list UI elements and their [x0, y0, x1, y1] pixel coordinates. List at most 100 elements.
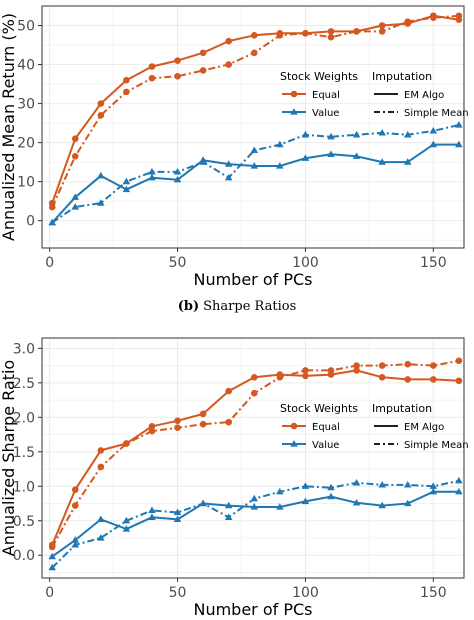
y-tick-label: 1.5	[13, 445, 35, 461]
data-point	[148, 173, 156, 181]
data-point	[327, 28, 335, 35]
legend-entry-label: Simple Mean	[404, 440, 469, 451]
data-point	[199, 67, 207, 74]
data-point	[327, 33, 335, 41]
series-equal-simple-mean	[48, 357, 463, 551]
legend-title-imputation: Imputation	[372, 402, 432, 415]
data-point	[148, 63, 156, 70]
series-line	[51, 359, 460, 548]
data-point	[199, 49, 207, 57]
y-tick-label: 10	[17, 175, 35, 191]
sharpe-chart: 0.0 0.5 1.0 1.5 2.0 2.5 3.0 0 50 100 150 Number of …	[0, 337, 469, 619]
data-point	[97, 534, 105, 541]
legend-entry-label: EM Algo	[404, 422, 444, 433]
data-point	[430, 362, 437, 369]
y-tick-label: 0	[26, 214, 35, 230]
series-value-em-algo	[48, 140, 463, 226]
data-point	[71, 193, 80, 200]
gridlines	[42, 5, 464, 248]
data-point	[199, 499, 207, 507]
data-point	[148, 74, 156, 82]
data-point	[250, 31, 258, 39]
data-point	[276, 374, 284, 381]
data-point	[378, 22, 386, 29]
data-point	[48, 552, 56, 560]
data-point	[122, 185, 131, 193]
data-point	[378, 128, 386, 136]
data-point	[403, 158, 412, 165]
data-point	[71, 203, 80, 210]
data-point	[378, 481, 386, 488]
data-point	[250, 374, 258, 381]
data-point	[97, 199, 105, 206]
data-point	[173, 515, 182, 523]
data-point	[378, 158, 386, 165]
data-point	[199, 420, 207, 428]
data-point	[352, 478, 361, 486]
data-point	[71, 135, 79, 143]
data-point	[302, 30, 309, 37]
y-axis-title: Annualized Sharpe Ratio	[0, 360, 18, 556]
data-point	[276, 140, 284, 148]
series-line	[51, 143, 459, 224]
data-point	[352, 152, 361, 159]
data-point	[276, 487, 284, 495]
data-point	[455, 121, 463, 128]
x-tick-label: 150	[420, 585, 447, 601]
data-point	[301, 130, 310, 138]
data-point	[97, 100, 105, 107]
x-tick-label: 0	[45, 255, 54, 271]
data-point	[250, 162, 259, 169]
y-tick-label: 20	[17, 136, 35, 152]
data-point	[455, 12, 463, 20]
caption-text: Sharpe Ratios	[203, 299, 296, 314]
data-point	[48, 218, 56, 226]
data-point	[225, 37, 233, 45]
data-point	[199, 158, 207, 165]
data-point	[327, 367, 335, 374]
data-point	[148, 513, 156, 520]
y-tick-label: 2.0	[13, 410, 35, 426]
figure-caption: (b) Sharpe Ratios	[178, 299, 297, 314]
data-point	[290, 108, 298, 115]
data-point	[122, 177, 131, 185]
data-point	[123, 440, 130, 447]
data-point	[327, 483, 335, 491]
data-point	[71, 541, 80, 548]
gridlines	[42, 338, 464, 578]
data-point	[225, 418, 233, 426]
x-tick-label: 50	[169, 255, 187, 271]
data-point	[173, 508, 182, 516]
legend-entry-label: Value	[312, 108, 339, 119]
data-point	[352, 498, 361, 506]
data-point	[429, 140, 438, 148]
data-point	[250, 503, 259, 510]
data-point	[276, 162, 284, 169]
legend: Stock Weights Imputation Equal Value EM Algo…	[280, 402, 469, 451]
data-point	[353, 367, 360, 374]
series-equal-simple-mean	[48, 12, 463, 211]
x-tick-label: 0	[45, 585, 54, 601]
data-point	[174, 424, 181, 431]
data-point	[404, 376, 412, 383]
data-point	[302, 372, 309, 380]
data-point	[301, 154, 310, 161]
data-point	[48, 563, 56, 571]
data-point	[122, 516, 131, 524]
ticks: 0 10 20 30 40 50 0 50 100 150	[17, 19, 447, 271]
data-point	[429, 127, 438, 134]
data-point	[225, 387, 233, 395]
data-point	[97, 447, 105, 454]
data-point	[455, 487, 463, 495]
data-point	[224, 160, 233, 167]
data-point	[48, 203, 56, 211]
legend-title-weights: Stock Weights	[280, 402, 358, 415]
y-tick-label: 2.5	[13, 376, 35, 392]
y-tick-label: 50	[17, 19, 35, 35]
data-point	[123, 76, 130, 84]
data-point	[250, 494, 259, 502]
legend-entry-label: Equal	[312, 422, 340, 433]
y-tick-label: 0.0	[13, 548, 35, 564]
x-tick-label: 100	[292, 585, 319, 601]
x-tick-label: 50	[169, 585, 187, 601]
